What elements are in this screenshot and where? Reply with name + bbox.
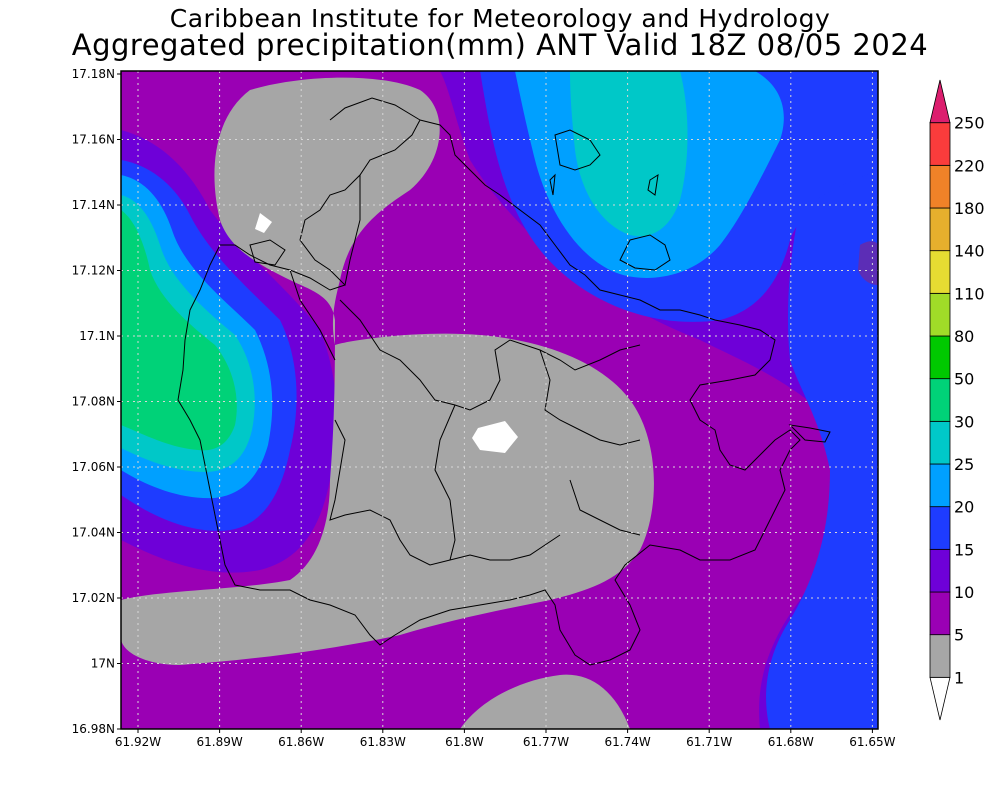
contour-band-25-30-east: [570, 71, 688, 237]
colorbar-swatch: [929, 548, 951, 593]
lon-tick-label: 61.68W: [768, 735, 814, 749]
colorbar-swatch: [929, 591, 951, 636]
lat-tick-label: 17.14N: [72, 198, 115, 212]
colorbar-swatch: [929, 292, 951, 337]
chart-title-line2: Aggregated precipitation(mm) ANT Valid 1…: [71, 28, 929, 62]
lat-tick-label: 17.06N: [72, 460, 115, 474]
colorbar-label: 20: [954, 498, 974, 517]
colorbar-label: 5: [954, 626, 964, 645]
lat-tick-label: 17.1N: [79, 329, 115, 343]
colorbar-label: 50: [954, 370, 974, 389]
lon-tick-label: 61.8W: [445, 735, 484, 749]
colorbar-swatch: [929, 164, 951, 209]
colorbar-label: 25: [954, 455, 974, 474]
lon-tick-label: 61.65W: [849, 735, 895, 749]
lon-tick-label: 61.86W: [278, 735, 324, 749]
contour-field: [121, 71, 878, 729]
lat-tick-label: 17.18N: [72, 67, 115, 81]
colorbar-swatch: [929, 463, 951, 508]
colorbar-label: 250: [954, 114, 985, 133]
lat-tick-label: 17.16N: [72, 133, 115, 147]
lon-tick-label: 61.92W: [115, 735, 161, 749]
contour-band-1-5-south: [460, 674, 630, 729]
colorbar-label: 140: [954, 242, 985, 261]
colorbar-label: 15: [954, 540, 974, 559]
axis-ticks: 61.92W 61.89W 61.86W 61.83W 61.8W 61.77W 61.74…: [72, 67, 896, 749]
lon-tick-label: 61.74W: [604, 735, 650, 749]
colorbar-swatch: [929, 335, 951, 380]
lat-tick-label: 17.12N: [72, 264, 115, 278]
colorbar-swatch: [929, 420, 951, 465]
contour-band-below-1-north: [255, 213, 272, 233]
lat-tick-label: 17N: [91, 657, 115, 671]
lat-tick-label: 17.08N: [72, 395, 115, 409]
contour-band-below-1-central: [472, 421, 518, 453]
colorbar-swatch: [929, 378, 951, 422]
colorbar-swatch: [929, 122, 951, 166]
lat-tick-label: 17.04N: [72, 526, 115, 540]
colorbar-label: 110: [954, 284, 985, 303]
lat-tick-label: 16.98N: [72, 722, 115, 736]
colorbar-swatch: [929, 506, 951, 550]
lon-tick-label: 61.89W: [196, 735, 242, 749]
colorbar-label: 30: [954, 412, 974, 431]
colorbar-swatch: [929, 207, 951, 252]
colorbar-label: 220: [954, 156, 985, 175]
colorbar-label: 80: [954, 327, 974, 346]
colorbar-label: 180: [954, 199, 985, 218]
colorbar-swatch: [929, 634, 951, 678]
lon-tick-label: 61.83W: [360, 735, 406, 749]
chart-title-line1: Caribbean Institute for Meteorology and …: [169, 4, 831, 33]
coastline: [177, 97, 831, 666]
contour-band-30-50-west: [121, 210, 237, 451]
colorbar-label: 1: [954, 668, 964, 687]
colorbar-swatch: [929, 676, 951, 721]
lon-tick-label: 61.71W: [686, 735, 732, 749]
map-frame: [120, 70, 879, 730]
contour-fleck-east: [858, 241, 878, 285]
contour-band-1-5-main: [121, 77, 654, 665]
colorbar-swatch: [929, 79, 951, 124]
map-grid: [121, 71, 878, 729]
contour-band-15-20-southeast: [766, 172, 878, 729]
lon-tick-label: 61.77W: [523, 735, 569, 749]
colorbar-label: 10: [954, 583, 974, 602]
colorbar-swatch: [929, 250, 951, 294]
lat-tick-label: 17.02N: [72, 591, 115, 605]
